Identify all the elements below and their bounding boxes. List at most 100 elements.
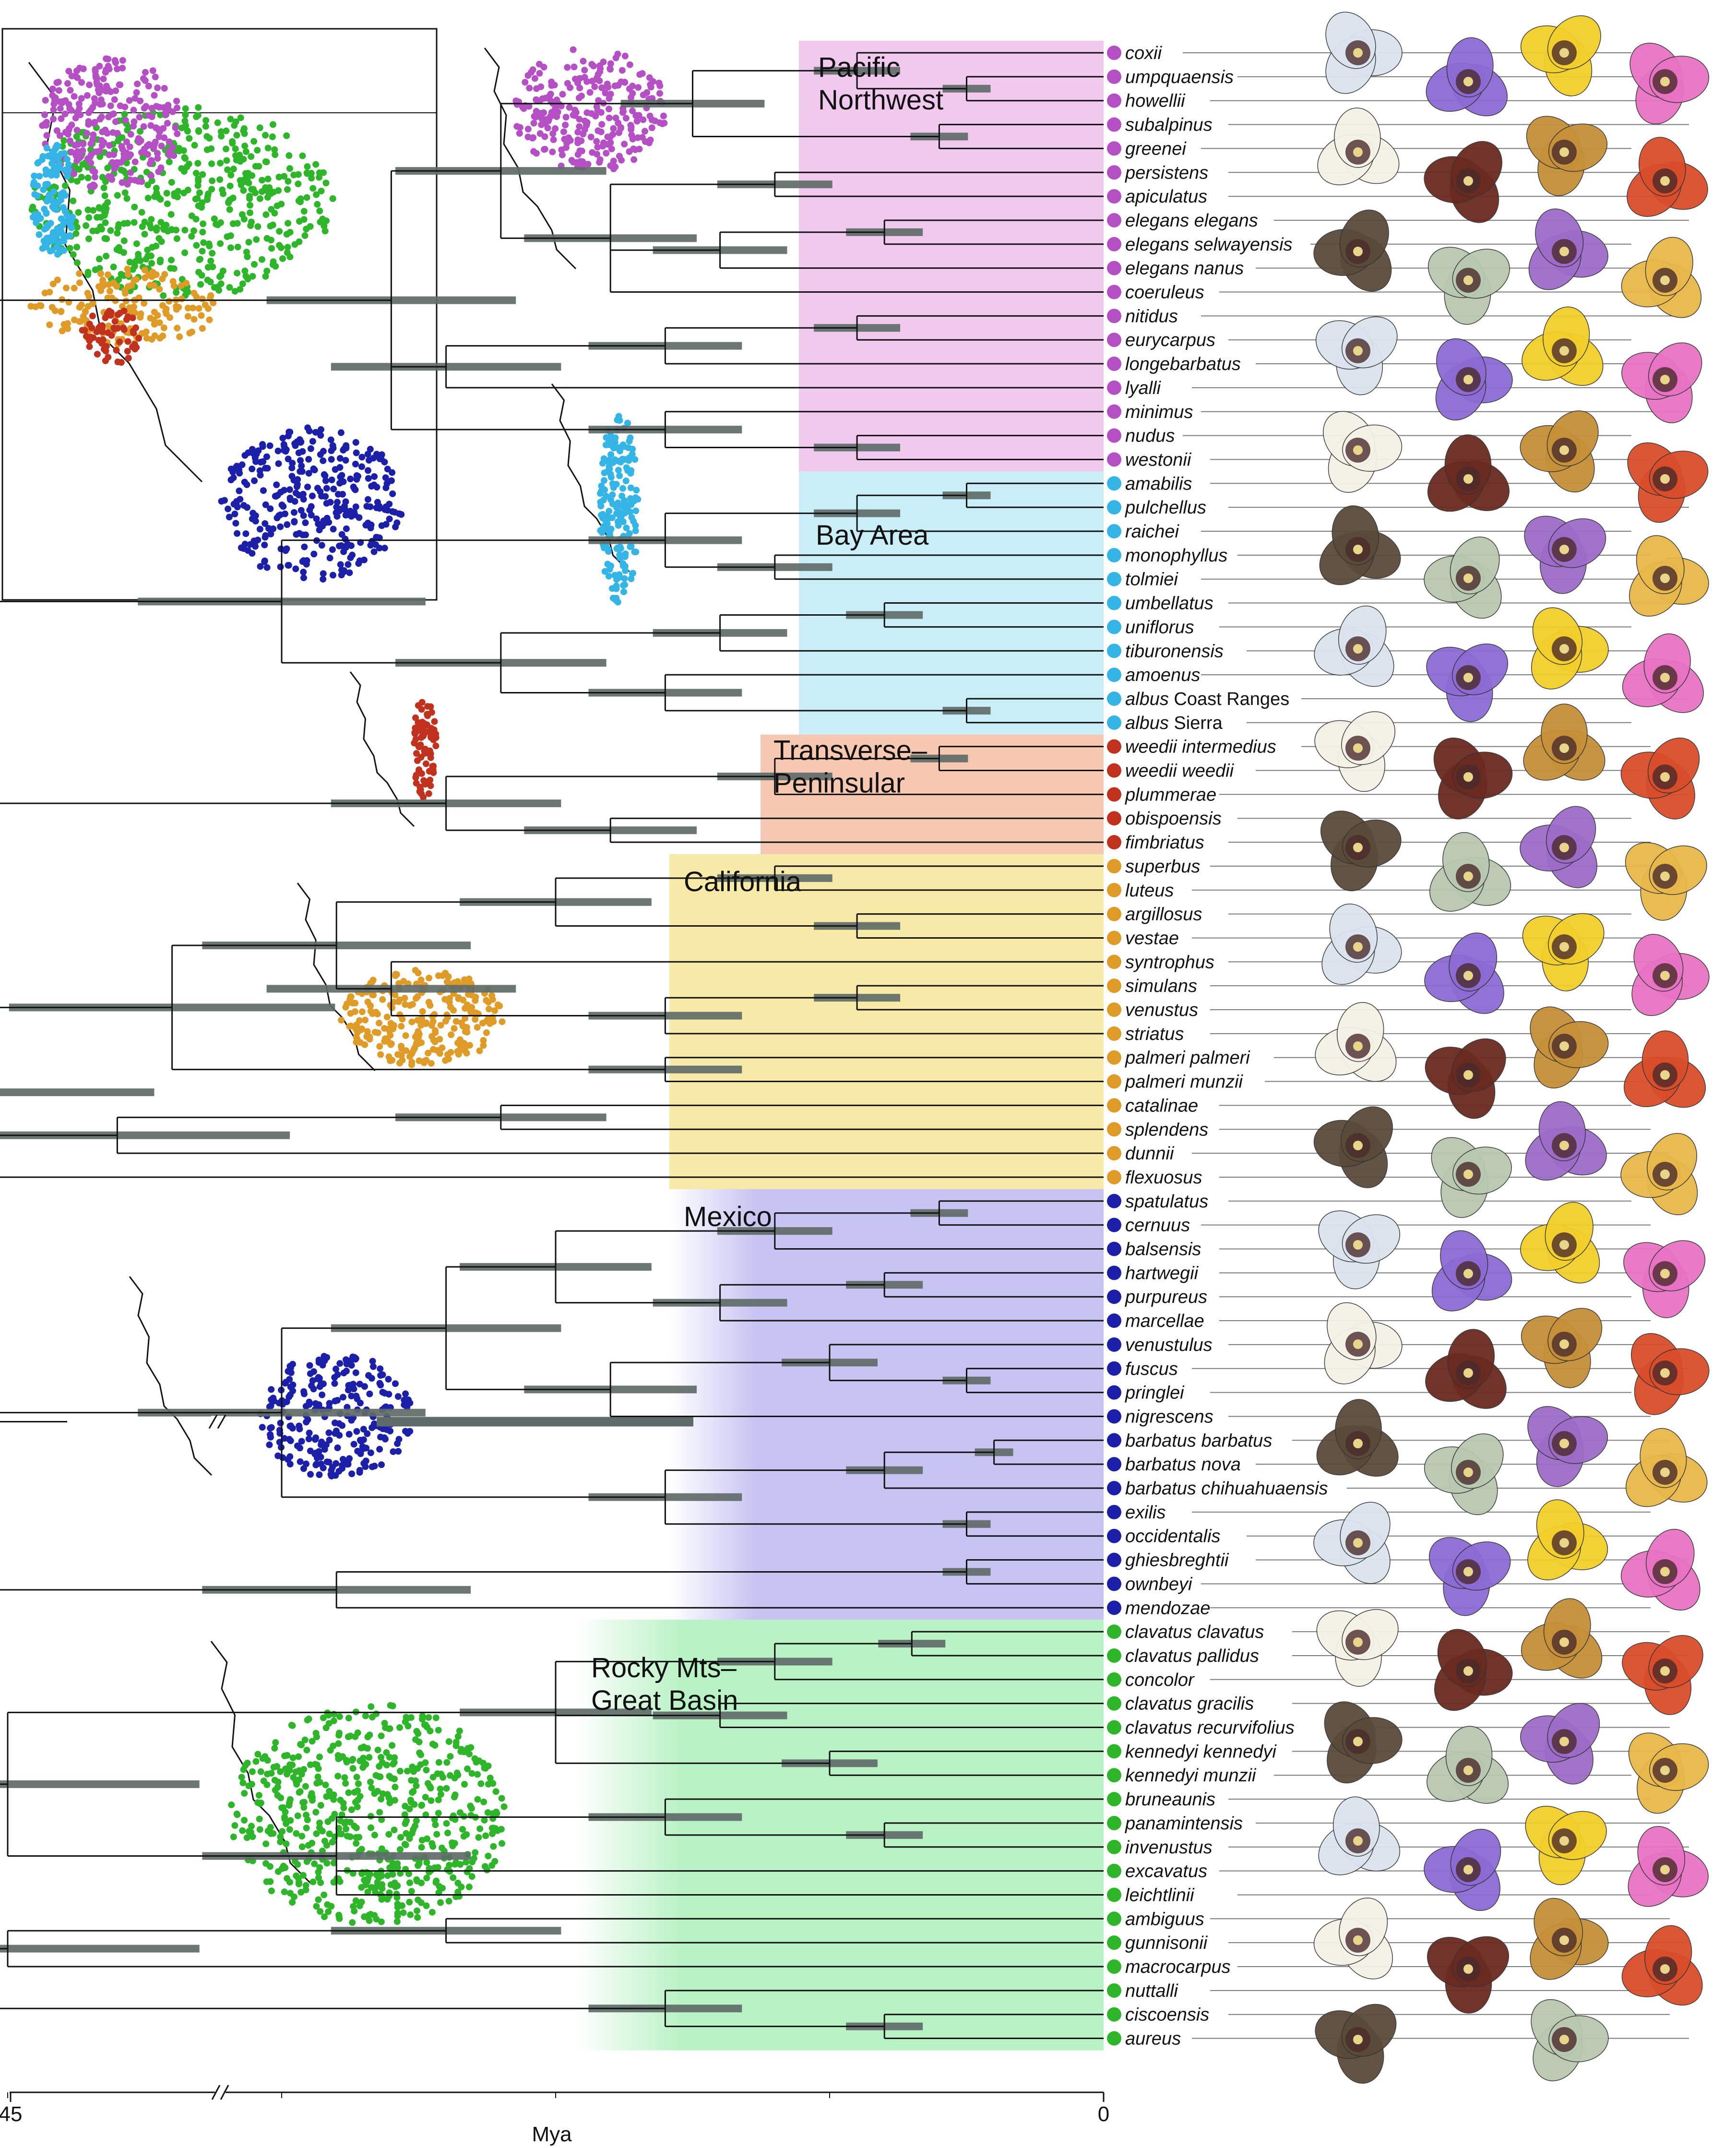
taxon-label: nuttalli — [1125, 1981, 1178, 2001]
taxon-name: apiculatus — [1125, 187, 1207, 207]
flower-photo — [1525, 1806, 1607, 1885]
flower-photo — [1520, 806, 1597, 888]
taxon-name: amoenus — [1125, 665, 1200, 685]
flower-photo — [1621, 342, 1702, 423]
taxon-name: raichei — [1125, 522, 1179, 542]
taxon-label: pulchellus — [1125, 498, 1206, 518]
flower-photo — [1524, 515, 1606, 594]
distribution-maps — [1, 28, 668, 1926]
taxon-name: weedii intermedius — [1125, 737, 1276, 757]
flower-photo — [1521, 1308, 1603, 1388]
flower-photo — [1631, 1333, 1710, 1415]
tip-dot — [1107, 428, 1121, 443]
tip-dot — [1107, 644, 1121, 658]
flower-photo — [1625, 1428, 1708, 1507]
taxon-name: minimus — [1125, 402, 1193, 422]
taxon-label: coeruleus — [1125, 283, 1204, 303]
flower-photo — [1318, 1210, 1401, 1289]
flower-photo — [1427, 1936, 1510, 2014]
taxon-name: westonii — [1125, 450, 1192, 470]
taxon-label: ambiguus — [1125, 1909, 1204, 1929]
flower-photo — [1317, 107, 1400, 185]
taxon-locality: Coast Ranges — [1169, 689, 1289, 709]
taxon-name: flexuosus — [1125, 1168, 1202, 1188]
taxon-name: howellii — [1125, 91, 1186, 111]
tip-dot — [1107, 668, 1121, 682]
taxon-name: coxii — [1125, 43, 1163, 63]
flower-photo — [1425, 1038, 1506, 1119]
tip-dot — [1107, 1887, 1121, 1902]
taxon-label: ciscoensis — [1125, 2005, 1209, 2025]
tip-dot — [1107, 787, 1121, 802]
taxon-label: lyalli — [1125, 378, 1161, 398]
taxon-label: occidentalis — [1125, 1527, 1221, 1547]
band-pnw — [799, 41, 1104, 472]
taxon-name: umpquaensis — [1125, 67, 1234, 87]
taxon-locality: Sierra — [1169, 713, 1223, 733]
taxon-name: clavatus clavatus — [1125, 1622, 1264, 1642]
taxon-label: aureus — [1125, 2029, 1181, 2049]
taxon-label: vestae — [1125, 928, 1179, 948]
taxon-label: uniflorus — [1125, 617, 1194, 637]
taxon-label: marcellae — [1125, 1311, 1204, 1331]
taxon-name: ownbeyi — [1125, 1574, 1193, 1594]
tip-dot — [1107, 2007, 1121, 2022]
region-label-bay: Bay Area — [816, 520, 929, 551]
taxon-name: invenustus — [1125, 1838, 1213, 1858]
flower-photo — [1526, 116, 1608, 196]
tip-dot — [1107, 285, 1121, 299]
taxon-label: ownbeyi — [1125, 1574, 1193, 1594]
tip-dot — [1107, 1959, 1121, 1974]
tip-dot — [1107, 1146, 1121, 1161]
taxon-label: elegans nanus — [1125, 259, 1244, 279]
flower-photo — [1620, 1133, 1698, 1216]
tip-dot — [1107, 883, 1121, 897]
time-axis: Mya 45151050 — [0, 2085, 1109, 2146]
tip-dot — [1107, 715, 1121, 730]
tip-dot — [1107, 117, 1121, 132]
tip-dot — [1107, 739, 1121, 754]
taxon-name: purpureus — [1125, 1287, 1207, 1307]
flower-photo — [1528, 208, 1608, 290]
taxon-label: venustus — [1125, 1000, 1198, 1020]
tip-dot — [1107, 1911, 1121, 1926]
region-label-pnw: Northwest — [818, 84, 943, 116]
tip-dot — [1107, 357, 1121, 371]
tip-dot — [1107, 1265, 1121, 1280]
flower-photo — [1424, 1828, 1501, 1911]
flower-photo — [1314, 711, 1396, 792]
taxon-label: balsensis — [1125, 1240, 1201, 1260]
flower-photo — [1522, 913, 1605, 991]
taxon-label: excavatus — [1125, 1862, 1207, 1882]
flower-photo — [1426, 37, 1508, 117]
taxon-label: kennedyi kennedyi — [1125, 1742, 1277, 1762]
axis-tick-label: 0 — [1098, 2102, 1109, 2126]
tip-dot — [1107, 1815, 1121, 1830]
taxon-label: fuscus — [1125, 1359, 1178, 1379]
taxon-label: apiculatus — [1125, 187, 1207, 207]
taxon-name: eurycarpus — [1125, 330, 1215, 350]
node-interval — [0, 1088, 155, 1097]
tip-dot — [1107, 1026, 1121, 1041]
taxon-name: obispoensis — [1125, 809, 1222, 829]
tip-dot — [1107, 1504, 1121, 1519]
taxon-label: spatulatus — [1125, 1192, 1208, 1212]
tip-dot — [1107, 261, 1121, 275]
taxon-label: gunnisonii — [1125, 1933, 1208, 1953]
tip-dot — [1107, 1935, 1121, 1950]
flower-photos — [1313, 12, 1710, 2084]
taxon-name: splendens — [1125, 1120, 1208, 1140]
flower-photo — [1428, 1537, 1511, 1616]
band-ca — [669, 854, 1104, 1189]
taxon-label: palmeri palmeri — [1125, 1048, 1250, 1068]
rm-map — [210, 1641, 508, 1926]
taxon-name: tolmiei — [1125, 570, 1178, 590]
taxon-name: bruneaunis — [1125, 1790, 1215, 1810]
axis-break-mark — [220, 2085, 229, 2100]
taxon-label: eurycarpus — [1125, 330, 1215, 350]
flower-photo — [1434, 1629, 1513, 1711]
taxon-label: leichtlinii — [1125, 1885, 1195, 1905]
flower-photo — [1427, 1726, 1509, 1804]
taxon-label: hartwegii — [1125, 1263, 1199, 1283]
taxon-label: splendens — [1125, 1120, 1208, 1140]
